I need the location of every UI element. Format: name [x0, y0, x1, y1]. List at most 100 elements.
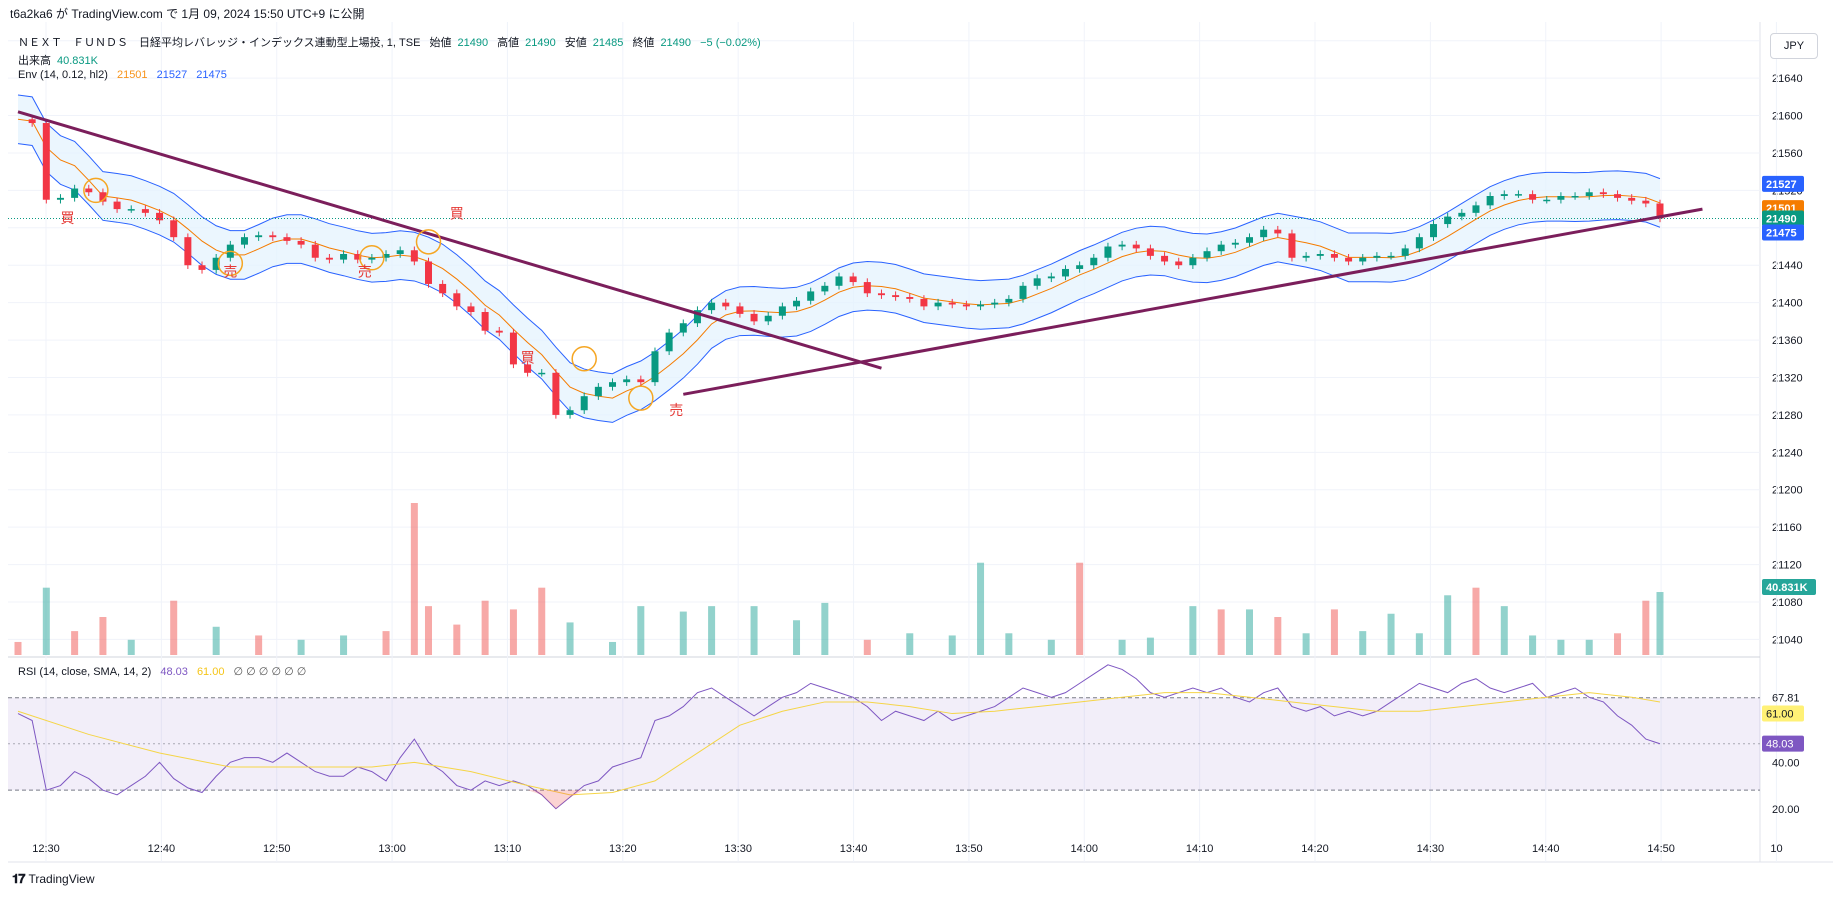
volume-bar [99, 617, 107, 655]
candle-body [1090, 257, 1098, 266]
volume-bar [453, 624, 461, 655]
volume-bar [679, 611, 687, 655]
legend-rsi-value: 48.03 [160, 666, 188, 678]
highlight-circle [83, 177, 109, 204]
legend-high-label: 高値 [497, 37, 520, 49]
candle-body [1146, 248, 1154, 256]
time-tick-label: 14:10 [1186, 843, 1214, 855]
candle-body [722, 302, 730, 307]
rsi-ma-line [17, 692, 1661, 796]
candle-body [1260, 229, 1268, 238]
price-tick-label: 21240 [1772, 447, 1803, 459]
candle-body [679, 323, 687, 333]
volume-bar [863, 639, 871, 655]
candle-body [877, 293, 885, 296]
volume-bar [1146, 637, 1154, 655]
trendline [683, 207, 1703, 396]
candle-body [113, 201, 121, 210]
price-tick-label: 21080 [1772, 597, 1803, 609]
price-tick-label: 21440 [1772, 260, 1803, 272]
candle-body [609, 382, 617, 387]
volume-bar [509, 609, 517, 655]
candle-body [566, 410, 574, 415]
legend-ohlc: 始値 21490 高値 21490 安値 21485 終値 21490 −5 (−0.0… [429, 37, 766, 49]
candle-body [693, 310, 701, 324]
candle-body [793, 300, 801, 307]
volume-bar [1245, 609, 1253, 655]
rsi-oversold-fill [428, 790, 585, 809]
price-badge [1762, 210, 1804, 227]
candle-body [1019, 285, 1027, 299]
candle-body [1217, 244, 1225, 252]
volume-bar [410, 503, 418, 655]
candle-body [1316, 254, 1324, 256]
candle-body [255, 235, 263, 238]
candle-body [1430, 224, 1438, 238]
time-tick-label: 13:30 [724, 843, 752, 855]
price-tick-label: 21120 [1772, 560, 1802, 572]
time-tick-label: 13:40 [840, 843, 868, 855]
candle-body [807, 291, 815, 301]
volume-bar [1359, 631, 1367, 655]
legend-env-lower: 21475 [196, 69, 227, 81]
volume-bar [340, 635, 348, 655]
price-tick-label: 21200 [1772, 485, 1803, 497]
candle-body [934, 302, 942, 307]
candle-body [424, 261, 432, 284]
candle-body [311, 244, 319, 258]
candle-body [283, 237, 291, 241]
tradingview-logo[interactable]: 𝟏𝟕 TradingView [12, 871, 95, 887]
candle-body [835, 276, 843, 286]
candle-body [736, 306, 744, 314]
candle-body [156, 212, 164, 221]
price-tick-label: 21560 [1772, 148, 1803, 160]
volume-bar [1614, 633, 1622, 655]
candle-body [1189, 257, 1197, 266]
candle-body [849, 276, 857, 283]
candle-body [1118, 244, 1126, 247]
volume-bar [1076, 562, 1084, 655]
volume-bar [1302, 633, 1310, 655]
time-tick-label: 14:40 [1532, 843, 1560, 855]
legend-close-label: 終値 [632, 37, 655, 49]
candle-body [71, 188, 79, 198]
candle-body [764, 315, 772, 322]
trade-signal-label: 買 [450, 206, 464, 222]
candle-body [127, 209, 135, 211]
candle-body [509, 332, 517, 365]
price-tick-label: 21280 [1772, 410, 1803, 422]
volume-bar [1189, 606, 1197, 655]
candle-body [991, 302, 999, 305]
candle-body [56, 197, 64, 200]
candle-body [1061, 268, 1069, 277]
price-badge-label: 40.831K [1766, 582, 1808, 594]
candle-body [240, 237, 248, 245]
currency-button[interactable]: JPY [1770, 33, 1818, 59]
price-badge-label: 21527 [1766, 179, 1797, 191]
legend-low: 21485 [592, 37, 624, 49]
candle-body [99, 192, 107, 202]
volume-bar [170, 600, 178, 655]
candle-body [1557, 196, 1565, 200]
trade-signal-label: 買 [61, 211, 75, 227]
volume-bar [1415, 633, 1423, 655]
envelope-upper-line [17, 94, 1661, 375]
candle-body [396, 250, 404, 254]
candle-body [1203, 251, 1211, 258]
highlight-circle [217, 250, 244, 277]
legend-volume-value: 40.831K [57, 55, 98, 67]
highlight-circle [571, 346, 597, 372]
candle-body [1614, 194, 1622, 198]
volume-bar [1005, 633, 1013, 655]
volume-bar [297, 639, 305, 655]
volume-bar [1472, 587, 1480, 655]
candle-body [1132, 244, 1140, 249]
time-tick-label: 14:20 [1301, 843, 1329, 855]
candle-body [552, 372, 560, 415]
candle-body [1076, 265, 1084, 269]
legend-volume-label: 出来高 [18, 55, 51, 67]
candle-body [1245, 237, 1253, 243]
volume-bar [42, 587, 50, 655]
candle-body [637, 379, 645, 383]
